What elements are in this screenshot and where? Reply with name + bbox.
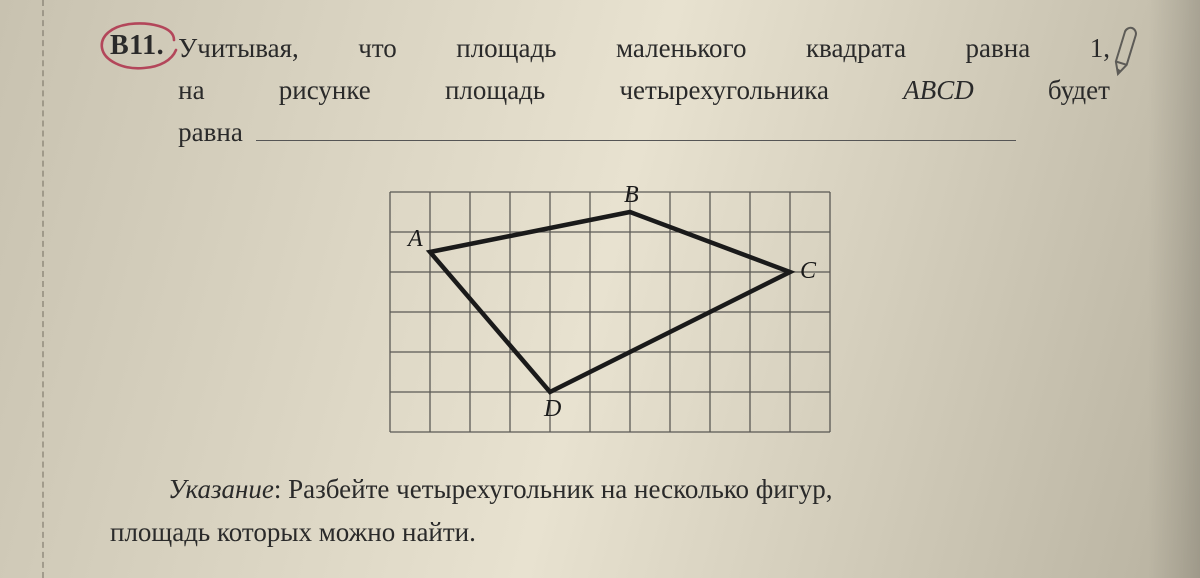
figure-wrap: A B C D	[110, 162, 1110, 462]
w: будет	[1048, 70, 1110, 112]
problem-header: B11. Учитывая, что площадь маленького кв…	[110, 28, 1110, 154]
w: рисунке	[279, 70, 371, 112]
w: четырехугольника	[619, 70, 829, 112]
hint-block: Указание: Разбейте четырехугольник на не…	[110, 468, 1110, 554]
problem-text: Учитывая, что площадь маленького квадрат…	[178, 28, 1110, 154]
abcd-italic: ABCD	[903, 75, 974, 105]
problem-line-3: равна	[178, 112, 1110, 154]
perforation-line	[42, 0, 44, 578]
w: площадь	[456, 28, 556, 70]
hint-line-1: : Разбейте четырехугольник на несколько …	[274, 474, 833, 504]
hint-label: Указание	[168, 474, 274, 504]
ghost-right-shadow	[1148, 0, 1200, 578]
w: квадрата	[806, 28, 906, 70]
grid-figure: A B C D	[360, 162, 860, 462]
w: равна	[966, 28, 1031, 70]
answer-blank-line[interactable]	[256, 115, 1016, 140]
w: на	[178, 70, 204, 112]
svg-text:A: A	[406, 226, 423, 252]
problem-line-2: на рисунке площадь четырехугольника ABCD…	[178, 70, 1110, 112]
page: B11. Учитывая, что площадь маленького кв…	[0, 0, 1200, 578]
problem-line-1: Учитывая, что площадь маленького квадрат…	[178, 28, 1110, 70]
svg-text:D: D	[543, 396, 561, 422]
w: равна	[178, 117, 243, 147]
problem-number: B11.	[110, 30, 164, 61]
w: площадь	[445, 70, 545, 112]
problem-number-wrap: B11.	[110, 30, 164, 62]
w: Учитывая,	[178, 28, 299, 70]
w: маленького	[616, 28, 747, 70]
w: что	[358, 28, 397, 70]
hint-line-2: площадь которых можно найти.	[110, 517, 476, 547]
svg-text:B: B	[624, 182, 639, 208]
svg-text:C: C	[800, 258, 817, 284]
